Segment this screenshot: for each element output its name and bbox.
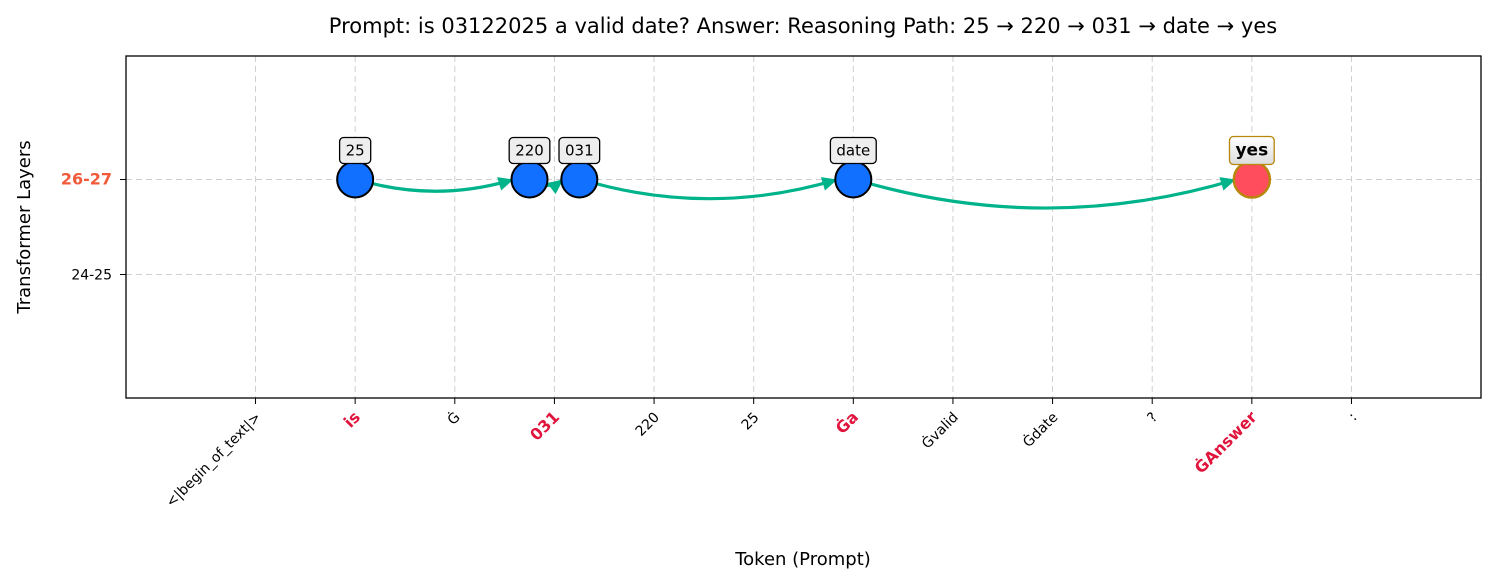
arrow-head [497,177,514,191]
node-label: 031 [558,136,601,165]
plot-frame [125,55,1482,399]
node-label-text: 220 [515,142,544,160]
x-tick-label: 220 [633,410,663,440]
node-label-box [558,136,601,165]
y-axis-ticks: 24-25 26-27 [61,170,126,284]
node-label: yes [1228,135,1275,166]
x-tick-label: 031 [526,407,563,444]
x-tick-label: <|begin_of_text|> [163,410,264,511]
x-tick-label: 25 [739,410,763,434]
arrow-head [1219,177,1236,191]
reasoning-edge [854,177,1237,210]
reasoning-node [510,160,549,199]
node-label-text: 25 [346,142,365,160]
x-tick-label: Ġvalid [918,408,962,452]
final-answer-node [1232,160,1272,199]
reasoning-edge [356,177,514,193]
chart-title: Prompt: is 03122025 a valid date? Answer… [329,14,1277,38]
x-axis-ticks: <|begin_of_text|> is Ġ 031 220 25 Ġa Ġvalid Ġdat… [163,398,1360,511]
node-label-text: yes [1235,141,1268,161]
node-label-box [338,136,372,165]
reasoning-node [560,160,599,199]
y-tick-label: 24-25 [71,268,112,284]
arrow-head [547,179,564,195]
node-label-box [508,136,551,165]
arrow-head [820,177,838,191]
node-label: 25 [338,136,372,165]
x-tick-label: Ġ [443,408,463,428]
x-tick-label: : [1346,410,1361,425]
reasoning-nodes: 25 220 031 date yes [336,135,1275,199]
node-label-text: date [836,142,870,160]
reasoning-edge [580,177,838,201]
y-tick-label: 26-27 [61,170,112,189]
x-tick-label: ? [1144,410,1161,427]
x-tick-label: Ġdate [1019,408,1062,451]
node-label-box [829,136,877,165]
reasoning-node [336,160,375,199]
x-tick-label: is [340,407,364,431]
node-label-text: 031 [565,142,594,160]
x-tick-label: Ġa [832,407,862,437]
node-label-box [1228,135,1275,166]
y-axis-label: Transformer Layers [14,140,35,314]
reasoning-node [834,160,873,199]
x-axis-label: Token (Prompt) [734,549,871,570]
x-tick-label: ĠAnswer [1191,407,1261,477]
reasoning-edges [356,177,1237,210]
grid-lines [126,56,1481,398]
node-label: date [829,136,877,165]
node-label: 220 [508,136,551,165]
